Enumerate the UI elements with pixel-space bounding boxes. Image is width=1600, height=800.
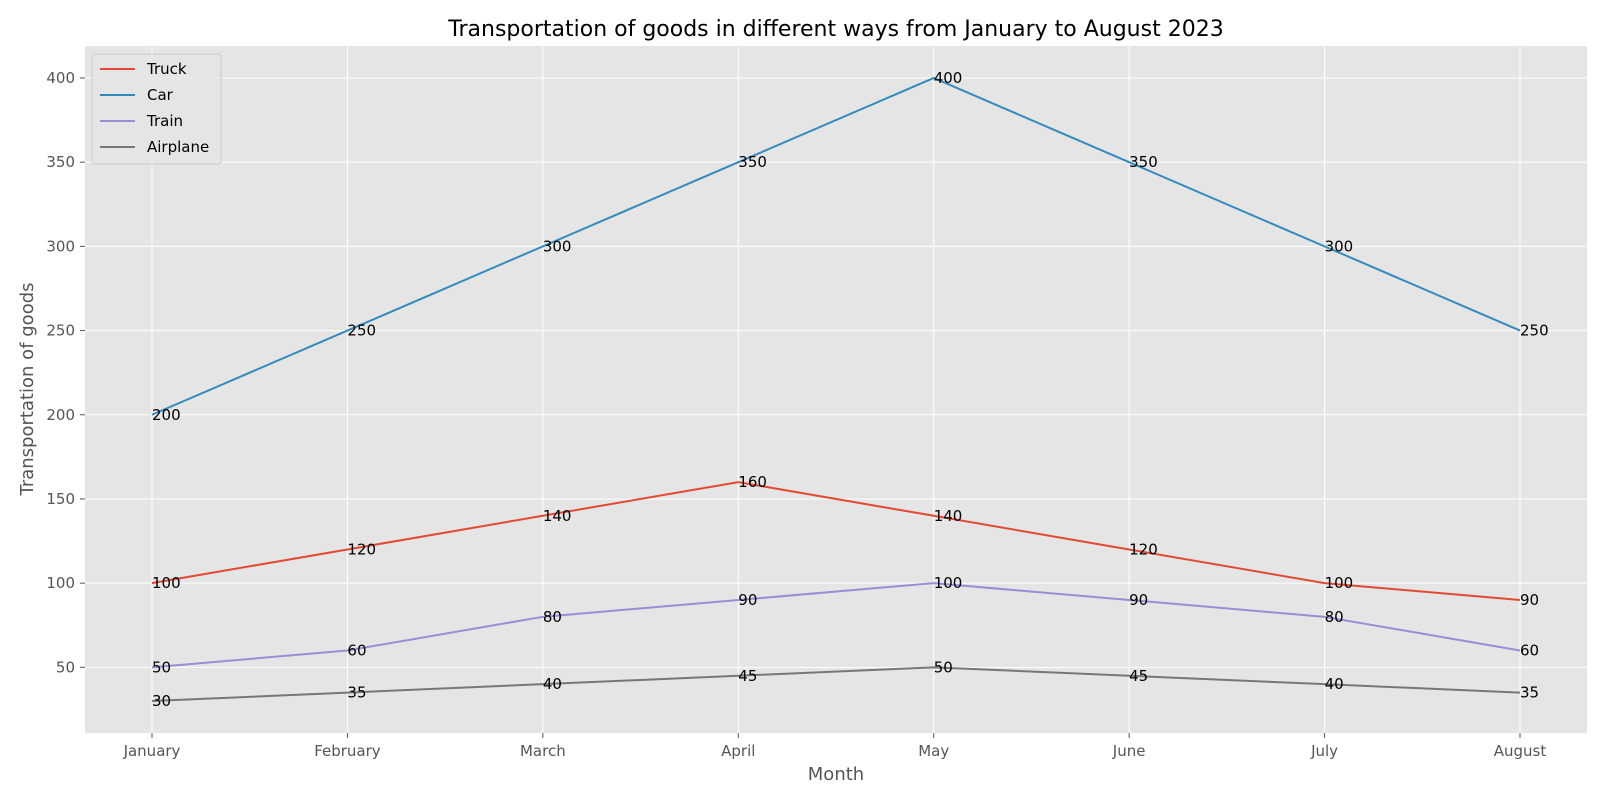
y-tick-label: 50 (56, 658, 75, 676)
data-label-car: 250 (1520, 322, 1549, 340)
data-label-train: 90 (1129, 591, 1148, 609)
data-label-car: 350 (1129, 153, 1158, 171)
y-tick-label: 400 (46, 69, 75, 87)
y-axis-title: Transportation of goods (17, 282, 38, 496)
data-label-airplane: 50 (934, 658, 953, 676)
legend-label-airplane: Airplane (147, 138, 209, 156)
data-label-car: 250 (347, 322, 376, 340)
series-line-train (151, 582, 1521, 669)
legend-label-train: Train (146, 112, 183, 130)
data-label-train: 100 (934, 574, 963, 592)
data-label-car: 300 (543, 237, 572, 255)
y-tick-label: 300 (46, 237, 75, 255)
data-label-truck: 140 (543, 507, 572, 525)
y-tick-label: 350 (46, 153, 75, 171)
data-label-airplane: 40 (543, 675, 562, 693)
plot-background (85, 46, 1587, 733)
data-label-train: 80 (1325, 608, 1344, 626)
data-label-car: 350 (738, 153, 767, 171)
data-label-car: 200 (152, 406, 181, 424)
legend: Truck Car Train Airplane (91, 53, 222, 165)
series-line-truck (151, 481, 1521, 601)
x-tick-label: July (1310, 742, 1338, 760)
x-tick-label: March (520, 742, 566, 760)
y-tick-label: 250 (46, 322, 75, 340)
x-tick-label: February (314, 742, 381, 760)
data-label-car: 400 (934, 69, 963, 87)
x-tick-label: January (123, 742, 181, 760)
data-label-truck: 90 (1520, 591, 1539, 609)
data-label-airplane: 30 (152, 692, 171, 710)
legend-label-truck: Truck (146, 60, 187, 78)
data-label-truck: 100 (1325, 574, 1354, 592)
x-tick-label: May (918, 742, 949, 760)
x-tick-label: April (721, 742, 755, 760)
data-label-truck: 160 (738, 473, 767, 491)
data-label-airplane: 35 (347, 684, 366, 702)
x-axis-title: Month (808, 764, 864, 785)
x-tick-label: August (1494, 742, 1547, 760)
y-tick-label: 200 (46, 406, 75, 424)
data-label-airplane: 35 (1520, 684, 1539, 702)
data-label-train: 60 (347, 641, 366, 659)
data-label-airplane: 45 (1129, 667, 1148, 685)
y-tick-label: 150 (46, 490, 75, 508)
data-label-truck: 120 (1129, 540, 1158, 558)
grid-lines (85, 46, 1587, 733)
data-label-train: 80 (543, 608, 562, 626)
data-label-train: 60 (1520, 641, 1539, 659)
data-label-train: 90 (738, 591, 757, 609)
data-label-truck: 140 (934, 507, 963, 525)
chart-title: Transportation of goods in different way… (447, 17, 1223, 42)
legend-label-car: Car (147, 86, 174, 104)
data-label-airplane: 45 (738, 667, 757, 685)
data-label-airplane: 40 (1325, 675, 1344, 693)
series-lines (151, 76, 1521, 703)
data-label-truck: 100 (152, 574, 181, 592)
data-label-car: 300 (1325, 237, 1354, 255)
data-label-truck: 120 (347, 540, 376, 558)
series-line-airplane (151, 666, 1521, 703)
data-label-train: 50 (152, 658, 171, 676)
legend-box (91, 53, 222, 165)
data-labels: 100 120 140 160 140 120 100 90 200 250 300 350 400 35… (152, 69, 1549, 710)
y-tick-label: 100 (46, 574, 75, 592)
axis-ticks: 50 100 150 200 250 300 350 400 January February Ma… (46, 69, 1546, 760)
x-tick-label: June (1112, 742, 1146, 760)
series-line-car (151, 76, 1521, 416)
